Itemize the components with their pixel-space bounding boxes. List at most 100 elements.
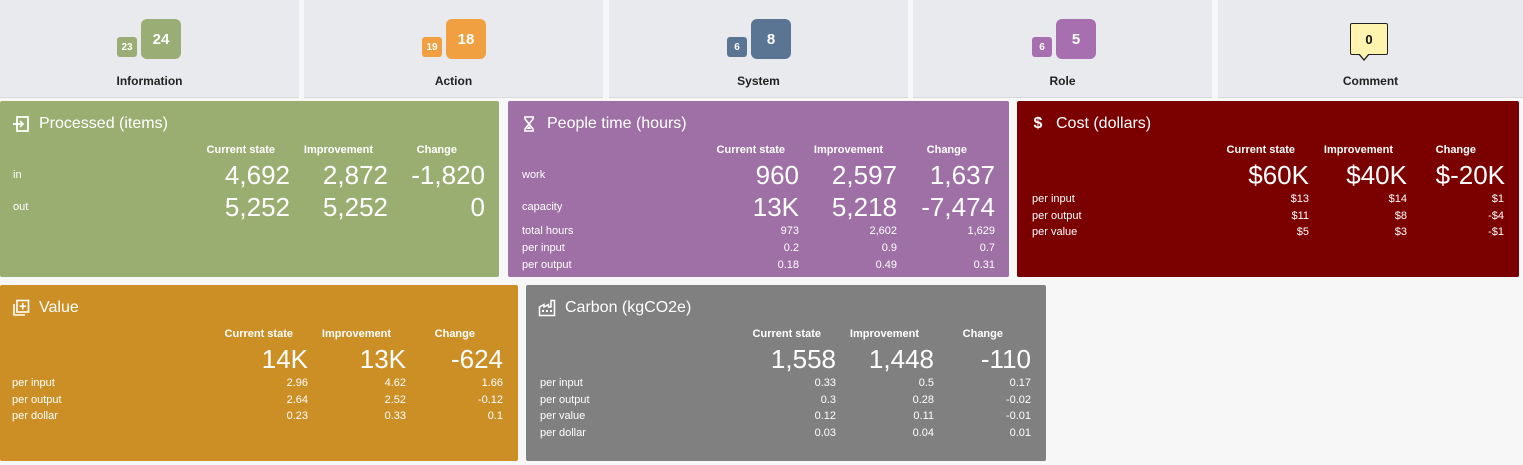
tab-label: System (737, 74, 780, 88)
value-change: $-20K (1435, 160, 1505, 190)
value-change: 1,637 (929, 160, 995, 190)
row-label: per value (1032, 226, 1078, 238)
information-badges: 23 24 (117, 18, 197, 62)
cost-card: $ Cost (dollars) Current state Improveme… (1017, 101, 1519, 277)
card-title-text: Carbon (kgCO2e) (565, 299, 692, 316)
value-improvement: 0.33 (384, 410, 406, 422)
value-improvement: 0.5 (918, 377, 934, 389)
value-improvement: 2,597 (831, 160, 897, 190)
value-current: 14K (261, 344, 308, 374)
tab-information[interactable]: 23 24 Information (0, 0, 299, 98)
people-title: People time (hours) (520, 115, 687, 133)
value-current: $13 (1290, 193, 1309, 205)
value-title: Value (12, 299, 79, 317)
value-change: -0.01 (1005, 410, 1031, 422)
row-label: out (13, 201, 29, 213)
hourglass-icon (524, 116, 534, 132)
value-change: 0.31 (973, 259, 995, 271)
system-count: 8 (751, 19, 791, 59)
card-title-text: Processed (items) (39, 115, 168, 132)
value-improvement: 2,602 (869, 225, 897, 237)
row-label: per dollar (12, 410, 58, 422)
value-improvement: 5,218 (831, 192, 897, 222)
value-current: 960 (755, 160, 799, 190)
header-change: Change (962, 328, 1003, 340)
value-improvement: 1,448 (868, 344, 934, 374)
row-label: per input (12, 377, 55, 389)
value-change: -7,474 (921, 192, 995, 222)
cost-title: $ Cost (dollars) (1029, 115, 1152, 133)
value-current: 13K (752, 192, 799, 222)
card-title-text: People time (hours) (547, 115, 687, 132)
tab-role[interactable]: 6 5 Role (913, 0, 1212, 98)
header-current: Current state (716, 144, 785, 156)
header-current: Current state (206, 144, 275, 156)
value-change: -0.12 (477, 394, 503, 406)
system-badges: 6 8 (727, 18, 807, 62)
tab-system[interactable]: 6 8 System (609, 0, 908, 98)
role-count: 5 (1056, 19, 1096, 59)
value-improvement: 2.52 (384, 394, 406, 406)
row-label: per output (540, 394, 590, 406)
action-previous-count: 19 (422, 37, 442, 57)
value-improvement: $14 (1388, 193, 1407, 205)
value-current: 5,252 (224, 192, 290, 222)
system-previous-count: 6 (727, 37, 747, 57)
value-current: 1,558 (770, 344, 836, 374)
processed-card: Processed (items) Current state Improvem… (0, 101, 499, 277)
people-time-card: People time (hours) Current state Improv… (508, 101, 1009, 277)
login-arrow-icon (13, 116, 29, 132)
action-count: 18 (446, 19, 486, 59)
value-change: -0.02 (1005, 394, 1031, 406)
header-improvement: Improvement (321, 328, 391, 340)
summary-tabs: 23 24 Information 19 18 Action 6 8 Syste… (0, 0, 1523, 98)
row-label: per input (540, 377, 583, 389)
information-previous-count: 23 (117, 37, 137, 57)
tab-action[interactable]: 19 18 Action (304, 0, 603, 98)
value-change: 0.1 (487, 410, 503, 422)
value-improvement: 4.62 (384, 377, 406, 389)
comment-bubble-tail-fill (1359, 53, 1369, 59)
value-change: 0.7 (979, 242, 995, 254)
card-title-text: Cost (dollars) (1056, 115, 1152, 132)
value-change: 0.01 (1009, 427, 1031, 439)
value-current: 0.18 (777, 259, 799, 271)
value-current: $60K (1248, 160, 1309, 190)
action-badges: 19 18 (422, 18, 502, 62)
value-current: 0.2 (783, 242, 799, 254)
tab-label: Comment (1342, 74, 1399, 88)
library-add-icon (13, 299, 30, 316)
header-improvement: Improvement (813, 144, 883, 156)
row-label: per output (1032, 210, 1082, 222)
dollar-icon: $ (1033, 115, 1043, 132)
value-current: 0.23 (286, 410, 308, 422)
row-label: per value (540, 410, 586, 422)
value-improvement: $8 (1394, 210, 1407, 222)
value-improvement: 13K (359, 344, 406, 374)
header-current: Current state (752, 328, 821, 340)
value-card: Value Current state Improvement Change 1… (0, 285, 518, 461)
role-badges: 6 5 (1032, 18, 1112, 62)
carbon-title: Carbon (kgCO2e) (538, 299, 691, 317)
value-change: -624 (450, 344, 503, 374)
value-change: -$1 (1488, 226, 1504, 238)
row-label: work (522, 169, 546, 181)
header-improvement: Improvement (1323, 144, 1393, 156)
row-label: per input (522, 242, 565, 254)
card-title-text: Value (39, 299, 79, 316)
tab-label: Information (116, 74, 183, 88)
value-current: 0.33 (814, 377, 836, 389)
value-improvement: 0.49 (875, 259, 897, 271)
value-current: 0.3 (820, 394, 836, 406)
value-current: 0.03 (814, 427, 836, 439)
tab-label: Role (1049, 74, 1076, 88)
value-change: -1,820 (411, 160, 485, 190)
value-change: -110 (980, 344, 1031, 374)
row-label: per input (1032, 193, 1075, 205)
value-current: 0.12 (814, 410, 836, 422)
value-change: 0 (470, 192, 485, 222)
header-improvement: Improvement (849, 328, 919, 340)
value-improvement: $40K (1346, 160, 1407, 190)
value-current: 2.64 (286, 394, 308, 406)
tab-comment[interactable]: 0 Comment (1218, 0, 1523, 98)
